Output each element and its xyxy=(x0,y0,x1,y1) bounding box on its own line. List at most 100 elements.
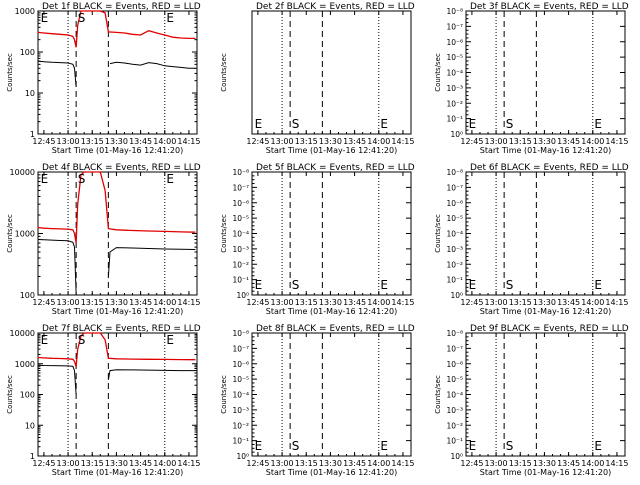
x-tick-label: 13:00 xyxy=(271,459,294,468)
x-tick-label: 13:45 xyxy=(557,459,580,468)
y-tick-label: 10⁰ xyxy=(450,452,463,461)
y-axis-label: Counts/sec xyxy=(6,375,14,414)
x-tick-label: 13:15 xyxy=(295,137,318,146)
y-tick-label: 10⁻⁷ xyxy=(232,183,249,192)
panel-title: Det 6f BLACK = Events, RED = LLD xyxy=(470,163,629,173)
x-tick-label: 14:00 xyxy=(153,137,176,146)
y-tick-label: 10000 xyxy=(10,329,35,338)
series-line-lld xyxy=(37,171,196,244)
x-tick-label: 13:00 xyxy=(271,137,294,146)
x-tick-label: 13:15 xyxy=(509,298,532,307)
panel-det-6f: Det 6f BLACK = Events, RED = LLD 12:45 13:… xyxy=(434,163,629,316)
x-tick-label: 13:00 xyxy=(57,137,80,146)
y-tick-label: 10⁻⁷ xyxy=(446,22,463,31)
x-tick-label: 14:15 xyxy=(177,459,200,468)
y-tick-label: 10⁻⁶ xyxy=(232,360,249,369)
x-tick-label: 14:15 xyxy=(391,298,414,307)
x-tick-label: 13:45 xyxy=(129,459,152,468)
x-tick-label: 14:00 xyxy=(367,298,390,307)
x-tick-label: 13:15 xyxy=(295,459,318,468)
marker-s: S xyxy=(506,117,514,131)
y-tick-label: 10⁻⁸ xyxy=(446,168,463,177)
y-tick-label: 10⁻⁵ xyxy=(446,53,463,62)
y-tick-label: 10⁻⁸ xyxy=(446,329,463,338)
x-tick-label: 12:45 xyxy=(246,298,269,307)
x-tick-label: 13:30 xyxy=(533,459,556,468)
x-tick-label: 13:00 xyxy=(271,298,294,307)
x-tick-label: 14:00 xyxy=(367,137,390,146)
plot-frame xyxy=(465,10,626,135)
y-tick-label: 10 xyxy=(25,89,35,98)
x-tick-label: 12:45 xyxy=(32,298,55,307)
x-tick-label: 13:45 xyxy=(343,137,366,146)
y-tick-label: 10⁻⁸ xyxy=(232,329,249,338)
x-tick-label: 13:45 xyxy=(129,137,152,146)
y-tick-label: 10⁻¹ xyxy=(446,437,463,446)
y-axis-label: Counts/sec xyxy=(220,53,228,92)
x-axis-label: Start Time (01-May-16 12:41:20) xyxy=(52,307,183,316)
panel-title: Det 3f BLACK = Events, RED = LLD xyxy=(470,2,629,12)
y-tick-label: 10⁻⁴ xyxy=(446,69,463,78)
x-tick-label: 13:45 xyxy=(129,298,152,307)
marker-e: E xyxy=(469,278,477,292)
x-tick-label: 14:15 xyxy=(177,298,200,307)
y-tick-label: 1000 xyxy=(15,7,35,16)
y-tick-label: 10⁻⁸ xyxy=(232,168,249,177)
y-tick-label: 10⁻² xyxy=(232,260,249,269)
plot-frame xyxy=(37,332,198,457)
marker-e: E xyxy=(255,278,263,292)
plot-frame xyxy=(37,10,198,135)
x-tick-label: 13:00 xyxy=(57,298,80,307)
y-axis-label: Counts/sec xyxy=(220,375,228,414)
x-tick-label: 13:30 xyxy=(319,298,342,307)
y-tick-label: 100 xyxy=(20,291,35,300)
y-tick-label: 1000 xyxy=(15,230,35,239)
y-axis-label: Counts/sec xyxy=(434,214,442,253)
x-axis-label: Start Time (01-May-16 12:41:20) xyxy=(52,146,183,155)
y-tick-label: 100 xyxy=(20,391,35,400)
y-tick-label: 10⁻³ xyxy=(446,84,463,93)
marker-e: E xyxy=(380,278,388,292)
y-tick-label: 10⁻³ xyxy=(232,406,249,415)
x-tick-label: 13:15 xyxy=(509,137,532,146)
plot-frame xyxy=(465,171,626,296)
x-tick-label: 12:45 xyxy=(246,137,269,146)
y-tick-label: 1 xyxy=(30,452,35,461)
y-tick-label: 10⁻⁷ xyxy=(232,344,249,353)
y-tick-label: 10⁰ xyxy=(450,291,463,300)
x-tick-label: 12:45 xyxy=(32,137,55,146)
x-axis-label: Start Time (01-May-16 12:41:20) xyxy=(480,468,611,477)
x-tick-label: 14:00 xyxy=(581,137,604,146)
y-axis-label: Counts/sec xyxy=(434,53,442,92)
marker-e: E xyxy=(166,172,174,186)
x-tick-label: 12:45 xyxy=(460,298,483,307)
y-tick-label: 10⁻² xyxy=(446,260,463,269)
x-tick-label: 14:15 xyxy=(391,137,414,146)
x-tick-label: 13:30 xyxy=(105,137,128,146)
y-tick-label: 10⁻⁴ xyxy=(446,391,463,400)
series-line-events xyxy=(37,364,196,395)
plot-frame xyxy=(251,171,412,296)
series-line-events xyxy=(37,239,196,293)
x-axis-label: Start Time (01-May-16 12:41:20) xyxy=(266,146,397,155)
marker-e: E xyxy=(41,172,49,186)
panel-title: Det 4f BLACK = Events, RED = LLD xyxy=(42,163,201,173)
y-tick-label: 10⁻² xyxy=(232,421,249,430)
plot-frame xyxy=(37,171,198,296)
panel-title: Det 8f BLACK = Events, RED = LLD xyxy=(256,324,415,334)
x-tick-label: 13:15 xyxy=(81,298,104,307)
y-tick-label: 10⁰ xyxy=(236,291,249,300)
x-tick-label: 12:45 xyxy=(32,459,55,468)
x-tick-label: 13:30 xyxy=(533,298,556,307)
y-tick-label: 10⁻¹ xyxy=(446,276,463,285)
plot-frame xyxy=(465,332,626,457)
x-tick-label: 13:15 xyxy=(295,298,318,307)
y-tick-label: 10⁻¹ xyxy=(232,437,249,446)
x-axis-label: Start Time (01-May-16 12:41:20) xyxy=(52,468,183,477)
